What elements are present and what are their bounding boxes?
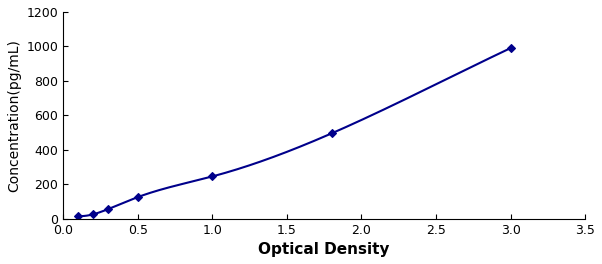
X-axis label: Optical Density: Optical Density [258,242,390,257]
Y-axis label: Concentration(pg/mL): Concentration(pg/mL) [7,39,21,192]
